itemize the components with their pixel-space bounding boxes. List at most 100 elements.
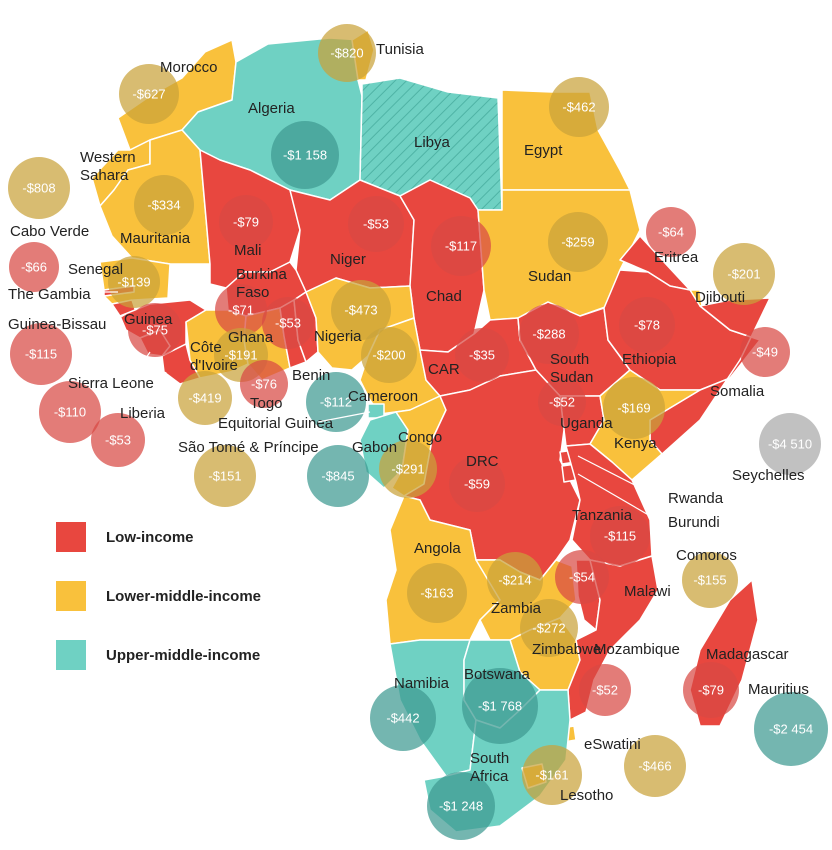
country-label-madagascar: Madagascar [706,646,789,663]
country-label-congo: Congo [398,429,442,446]
legend-label-lower-middle: Lower-middle-income [106,587,262,605]
bubble-value-cameroon: -$200 [372,348,405,363]
bubble-value-burkina-faso: -$71 [228,303,254,318]
bubble-chad [431,216,491,276]
country-label-burkina-faso: Burkina Faso [236,266,288,301]
bubble-value-uganda: -$52 [549,395,575,410]
bubble-eswatini [624,735,686,797]
bubble-value-mali: -$79 [233,215,259,230]
country-label-liberia: Liberia [120,405,166,422]
country-label-sao-tome-principe: São Tomé & Príncipe [178,439,319,456]
bubble-value-liberia: -$53 [105,433,131,448]
bubble-value-egypt: -$462 [562,100,595,115]
bubble-tunisia [318,24,376,82]
bubble-value-djibouti: -$201 [727,267,760,282]
bubble-value-mauritania: -$334 [147,198,180,213]
country-label-equitorial-guinea: Equitorial Guinea [218,415,334,432]
bubble-equitorial-guinea [306,372,366,432]
country-label-mozambique: Mozambique [594,641,680,658]
bubble-uganda [538,378,586,426]
country-label-ghana: Ghana [228,329,274,346]
bubble-burkina-faso [215,284,267,336]
bubble-value-seychelles: -$4 510 [768,437,812,452]
country-label-libya: Libya [414,134,451,151]
bubble-value-madagascar: -$79 [698,683,724,698]
country-label-rwanda: Rwanda [668,490,724,507]
legend-swatch-low [56,522,86,552]
bubble-value-togo: -$76 [251,377,277,392]
bubble-eritrea [646,207,696,257]
bubble-value-algeria: -$1 158 [283,148,327,163]
bubble-value-south-africa: -$1 248 [439,799,483,814]
bubble-mauritius [754,692,828,766]
country-label-zambia: Zambia [491,600,542,617]
country-label-mali: Mali [234,242,262,259]
country-label-south-sudan: South Sudan [550,351,593,386]
country-label-drc: DRC [466,453,499,470]
bubble-value-eritrea: -$64 [658,225,684,240]
country-label-benin: Benin [292,367,330,384]
bubble-value-tanzania: -$115 [604,529,636,544]
country-label-kenya: Kenya [614,435,657,452]
bubble-value-botswana: -$1 768 [478,699,522,714]
country-label-gabon: Gabon [352,439,397,456]
bubble-ethiopia [619,297,675,353]
country-label-tanzania: Tanzania [572,507,633,524]
country-label-guinea-bissau: Guinea-Bissau [8,316,106,333]
country-label-cote-d-ivoire: Côte d'Ivoire [190,339,238,374]
bubble-western-sahara [8,157,70,219]
bubble-botswana [462,668,538,744]
bubble-south-africa [427,772,495,840]
leader-line-sierra-leone [129,351,151,383]
country-label-sudan: Sudan [528,268,571,285]
bubble-kenya [603,377,665,439]
bubble-value-equitorial-guinea: -$112 [320,395,352,410]
bubble-niger [348,196,404,252]
country-label-namibia: Namibia [394,675,450,692]
country-label-angola: Angola [414,540,461,557]
bubble-value-somalia: -$49 [752,345,778,360]
country-label-sierra-leone: Sierra Leone [68,375,154,392]
country-label-tunisia: Tunisia [376,41,424,58]
country-label-morocco: Morocco [160,59,218,76]
bubble-namibia [370,685,436,751]
country-label-eritrea: Eritrea [654,249,699,266]
bubble-djibouti [713,243,775,305]
bubble-congo [379,440,437,498]
bubble-liberia [91,413,145,467]
country-label-cabo-verde: Cabo Verde [10,223,89,240]
country-label-comoros: Comoros [676,547,737,564]
country-label-car: CAR [428,361,460,378]
bubble-value-tunisia: -$820 [330,46,363,61]
country-label-western-sahara: Western Sahara [80,149,136,184]
bubble-tanzania [590,506,650,566]
bubble-egypt [549,77,609,137]
bubble-value-eswatini: -$466 [638,759,671,774]
bubble-value-nigeria: -$473 [344,303,377,318]
bubble-value-malawi: -$54 [569,570,595,585]
bubble-value-namibia: -$442 [386,711,419,726]
bubble-benin [262,297,314,349]
country-label-eswatini: eSwatini [584,736,641,753]
bubble-value-morocco: -$627 [132,87,165,102]
country-label-cameroon: Cameroon [348,388,418,405]
bubble-cote-d-ivoire [178,371,232,425]
legend-item-upper-middle: Upper-middle-income [56,640,261,670]
legend-item-low: Low-income [56,522,261,552]
legend: Low-income Lower-middle-income Upper-mid… [56,522,261,699]
bubble-gabon [307,445,369,507]
country-label-nigeria: Nigeria [314,328,362,345]
bubble-morocco [119,64,179,124]
bubble-value-kenya: -$169 [617,401,650,416]
bubble-value-sao-tome-principe: -$151 [208,469,241,484]
legend-swatch-upper-middle [56,640,86,670]
bubble-value-ghana: -$191 [224,348,257,363]
legend-item-lower-middle: Lower-middle-income [56,581,261,611]
bubble-value-chad: -$117 [445,239,477,254]
bubble-value-car: -$35 [469,348,495,363]
bubble-angola [407,563,467,623]
country-label-malawi: Malawi [624,583,671,600]
country-label-senegal: Senegal [68,261,123,278]
bubble-car [455,328,509,382]
country-label-burundi: Burundi [668,514,720,531]
